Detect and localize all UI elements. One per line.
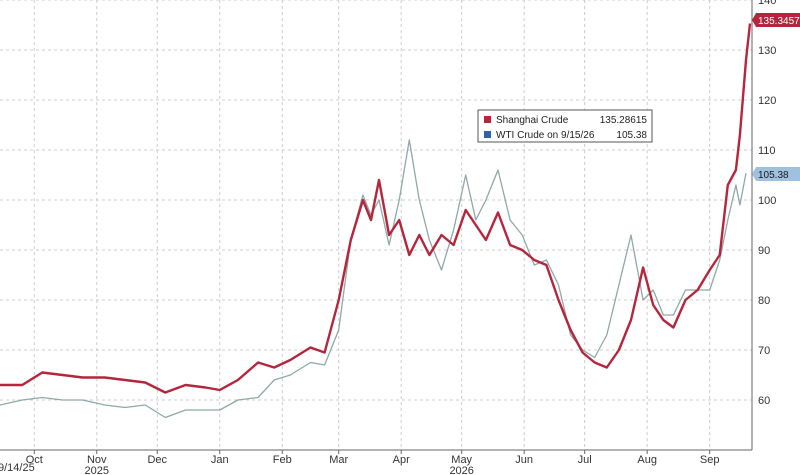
y-tick-label-90: 90 — [758, 245, 770, 257]
legend-label-shanghai: Shanghai Crude — [496, 115, 569, 126]
legend-swatch-shanghai — [484, 116, 491, 123]
series-layer — [0, 23, 752, 419]
x-year-label-2026: 2026 — [449, 465, 473, 475]
y-tick-label-100: 100 — [758, 195, 776, 207]
last-value-tag-wti-bg — [752, 167, 800, 181]
series-line-wti-crude — [0, 139, 747, 419]
last-value-tag-shanghai: 135.34576 — [752, 13, 800, 27]
grid-layer — [0, 0, 752, 450]
y-tick-label-110: 110 — [758, 145, 776, 157]
x-tick-label-apr: Apr — [393, 454, 410, 466]
x-start-date-label: 9/14/25 — [0, 462, 35, 474]
x-tick-label-jul: Jul — [578, 454, 592, 466]
legend-value-shanghai: 135.28615 — [600, 115, 648, 126]
x-tick-label-oct: Oct — [26, 454, 43, 466]
y-tick-label-130: 130 — [758, 45, 776, 57]
x-tick-label-jan: Jan — [211, 454, 229, 466]
y-tick-label-60: 60 — [758, 395, 770, 407]
x-tick-label-dec: Dec — [147, 454, 167, 466]
last-value-tag-wti-text: 105.38 — [758, 170, 789, 181]
y-tick-label-80: 80 — [758, 295, 770, 307]
legend-label-wti: WTI Crude on 9/15/26 — [496, 130, 595, 141]
y-tick-label-140: 140 — [758, 0, 776, 7]
last-value-tag-shanghai-text: 135.34576 — [758, 16, 800, 27]
axis-layer: 60 70 80 90 100 110 120 130 140 Oct Nov Dec Jan Feb Ma… — [0, 0, 776, 475]
x-tick-label-nov: Nov — [87, 454, 107, 466]
legend-swatch-wti — [484, 131, 491, 138]
last-value-tag-wti: 105.38 — [752, 167, 800, 181]
x-year-label-2025: 2025 — [85, 465, 109, 475]
x-tick-label-may: May — [451, 454, 472, 466]
x-tick-label-feb: Feb — [273, 454, 292, 466]
legend-value-wti: 105.38 — [616, 130, 647, 141]
x-tick-label-aug: Aug — [637, 454, 657, 466]
y-tick-label-70: 70 — [758, 345, 770, 357]
x-tick-label-sep: Sep — [700, 454, 720, 466]
last-value-tag-shanghai-bg — [752, 13, 800, 27]
legend-frame — [477, 109, 653, 143]
y-tick-label-120: 120 — [758, 95, 776, 107]
x-tick-label-mar: Mar — [329, 454, 348, 466]
legend-box: Shanghai Crude 135.28615 WTI Crude on 9/… — [477, 109, 653, 143]
series-line-shanghai-crude — [0, 23, 752, 394]
x-tick-label-jun: Jun — [515, 454, 533, 466]
